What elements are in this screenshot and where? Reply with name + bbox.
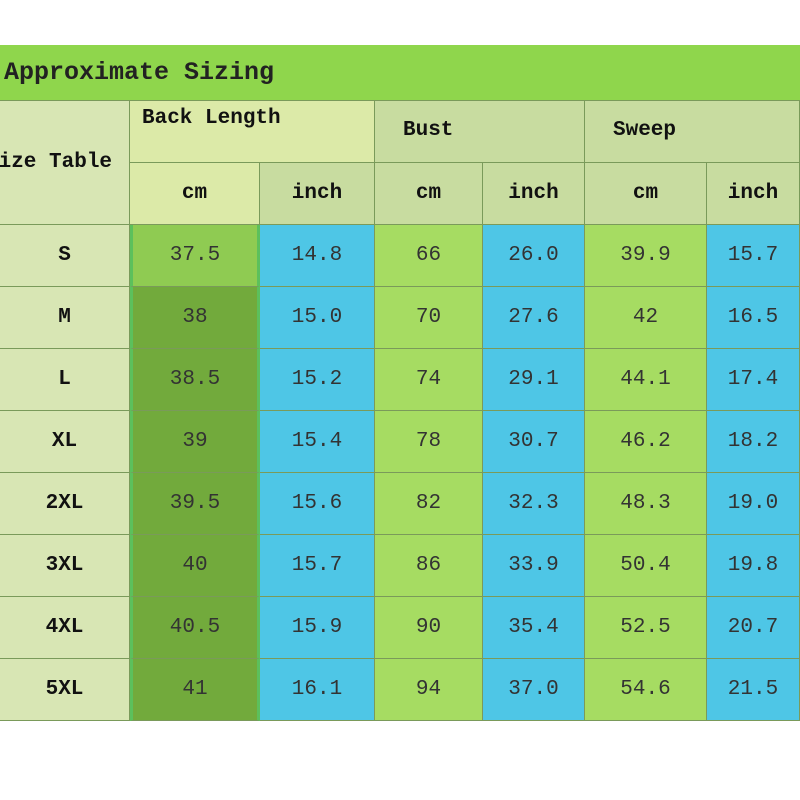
size-value: 82 xyxy=(375,473,483,535)
size-value: 54.6 xyxy=(585,659,707,721)
size-value: 14.8 xyxy=(260,225,375,287)
corner-header: Size Table xyxy=(0,101,130,225)
size-value: 15.7 xyxy=(707,225,800,287)
size-value: 46.2 xyxy=(585,411,707,473)
size-value: 16.5 xyxy=(707,287,800,349)
size-label: 3XL xyxy=(0,535,130,597)
size-value: 15.7 xyxy=(260,535,375,597)
size-label: 4XL xyxy=(0,597,130,659)
size-label: XL xyxy=(0,411,130,473)
size-label: 2XL xyxy=(0,473,130,535)
size-value: 74 xyxy=(375,349,483,411)
size-value: 27.6 xyxy=(483,287,585,349)
group-header: Sweep xyxy=(585,101,800,163)
size-value: 19.8 xyxy=(707,535,800,597)
unit-header: inch xyxy=(483,163,585,225)
size-value: 15.4 xyxy=(260,411,375,473)
size-value: 35.4 xyxy=(483,597,585,659)
size-value: 66 xyxy=(375,225,483,287)
size-value: 26.0 xyxy=(483,225,585,287)
size-value: 39.9 xyxy=(585,225,707,287)
size-value: 20.7 xyxy=(707,597,800,659)
size-label: 5XL xyxy=(0,659,130,721)
size-value: 18.2 xyxy=(707,411,800,473)
size-value: 39.5 xyxy=(130,473,260,535)
size-value: 48.3 xyxy=(585,473,707,535)
size-value: 38 xyxy=(130,287,260,349)
size-value: 42 xyxy=(585,287,707,349)
size-label: S xyxy=(0,225,130,287)
size-value: 40 xyxy=(130,535,260,597)
size-value: 44.1 xyxy=(585,349,707,411)
group-header: Bust xyxy=(375,101,585,163)
size-value: 86 xyxy=(375,535,483,597)
size-label: L xyxy=(0,349,130,411)
size-value: 21.5 xyxy=(707,659,800,721)
size-value: 15.9 xyxy=(260,597,375,659)
size-value: 37.0 xyxy=(483,659,585,721)
size-value: 29.1 xyxy=(483,349,585,411)
size-value: 52.5 xyxy=(585,597,707,659)
size-value: 15.0 xyxy=(260,287,375,349)
table-title: Approximate Sizing xyxy=(0,45,800,101)
size-value: 41 xyxy=(130,659,260,721)
unit-header: cm xyxy=(585,163,707,225)
unit-header: inch xyxy=(707,163,800,225)
size-value: 37.5 xyxy=(130,225,260,287)
unit-header: inch xyxy=(260,163,375,225)
size-value: 90 xyxy=(375,597,483,659)
size-value: 15.2 xyxy=(260,349,375,411)
size-value: 70 xyxy=(375,287,483,349)
unit-header: cm xyxy=(375,163,483,225)
size-value: 38.5 xyxy=(130,349,260,411)
size-value: 50.4 xyxy=(585,535,707,597)
size-value: 17.4 xyxy=(707,349,800,411)
size-value: 32.3 xyxy=(483,473,585,535)
group-header: Back Length xyxy=(130,101,375,163)
size-value: 30.7 xyxy=(483,411,585,473)
unit-header: cm xyxy=(130,163,260,225)
size-value: 78 xyxy=(375,411,483,473)
size-value: 15.6 xyxy=(260,473,375,535)
size-label: M xyxy=(0,287,130,349)
size-value: 19.0 xyxy=(707,473,800,535)
size-value: 94 xyxy=(375,659,483,721)
size-value: 33.9 xyxy=(483,535,585,597)
size-value: 40.5 xyxy=(130,597,260,659)
size-value: 39 xyxy=(130,411,260,473)
size-value: 16.1 xyxy=(260,659,375,721)
